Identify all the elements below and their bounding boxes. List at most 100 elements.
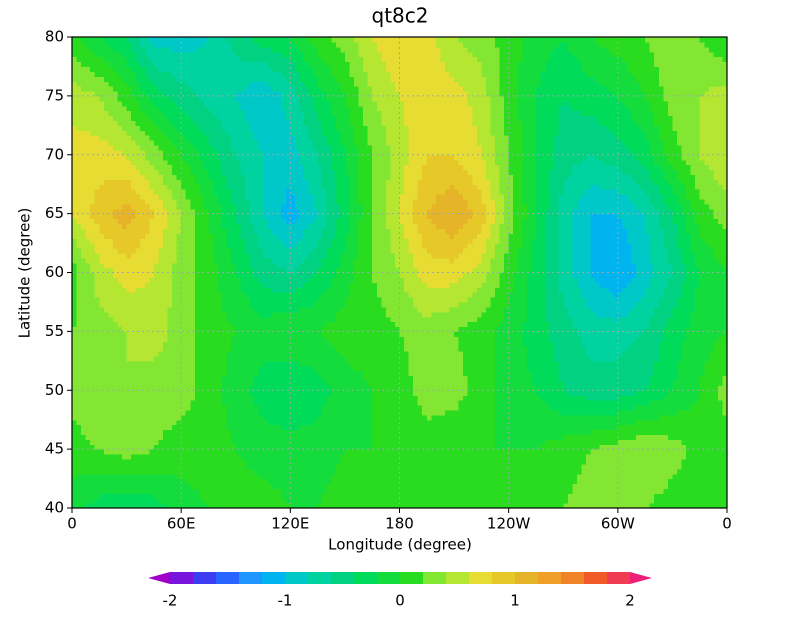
contour-cell (181, 385, 187, 391)
contour-cell (476, 488, 482, 494)
contour-cell (149, 360, 155, 367)
contour-cell (467, 439, 473, 445)
contour-cell (713, 498, 719, 504)
contour-cell (85, 429, 91, 436)
contour-cell (367, 419, 373, 426)
contour-cell (285, 346, 291, 352)
contour-cell (226, 395, 232, 401)
contour-cell (281, 434, 287, 440)
contour-cell (72, 488, 78, 494)
contour-cell (699, 493, 705, 499)
contour-cell (613, 439, 619, 445)
contour-cell (126, 346, 132, 352)
contour-cell (681, 468, 687, 475)
contour-cell (585, 346, 592, 352)
contour-cell (72, 385, 78, 391)
contour-cell (72, 380, 78, 386)
contour-cell (249, 439, 255, 445)
contour-cell (422, 503, 428, 509)
contour-cell (313, 375, 319, 382)
contour-cell (513, 395, 519, 401)
contour-cell (253, 414, 260, 421)
contour-cell (467, 463, 473, 470)
contour-cell (681, 483, 687, 489)
contour-cell (322, 346, 328, 352)
contour-cell (181, 365, 187, 372)
contour-cell (390, 488, 396, 494)
contour-cell (658, 439, 664, 445)
contour-cell (181, 483, 187, 489)
contour-cell (576, 414, 583, 421)
contour-cell (372, 483, 378, 489)
contour-cell (540, 424, 546, 431)
contour-cell (203, 483, 210, 489)
contour-cell (613, 473, 619, 480)
contour-cell (526, 370, 533, 377)
contour-cell (140, 503, 146, 509)
contour-cell (190, 346, 196, 352)
contour-cell (99, 463, 105, 470)
contour-cell (704, 493, 710, 499)
contour-cell (531, 404, 537, 411)
contour-cell (654, 414, 660, 421)
contour-cell (595, 395, 601, 401)
contour-cell (435, 404, 442, 411)
contour-cell (372, 331, 378, 337)
contour-cell (476, 424, 482, 431)
contour-cell (281, 370, 287, 377)
contour-cell (235, 434, 241, 440)
contour-cell (208, 336, 214, 342)
contour-cell (253, 434, 260, 440)
contour-cell (504, 458, 510, 465)
contour-cell (390, 390, 396, 396)
contour-cell (376, 458, 382, 465)
contour-cell (649, 351, 655, 357)
contour-cell (340, 473, 346, 480)
contour-cell (595, 454, 601, 460)
contour-cell (435, 493, 442, 499)
contour-cell (467, 341, 473, 347)
contour-cell (422, 483, 428, 489)
contour-cell (235, 468, 241, 475)
contour-cell (595, 419, 601, 426)
contour-cell (181, 444, 187, 450)
contour-cell (467, 365, 473, 372)
contour-cell (372, 360, 378, 367)
contour-cell (476, 400, 482, 406)
contour-cell (90, 341, 96, 347)
contour-cell (595, 444, 601, 450)
contour-cell (508, 351, 514, 357)
contour-cell (613, 409, 619, 416)
contour-cell (367, 498, 373, 504)
contour-cell (72, 498, 78, 504)
contour-cell (449, 503, 455, 509)
contour-cell (344, 439, 351, 445)
contour-cell (185, 351, 191, 357)
contour-cell (581, 439, 587, 445)
contour-cell (258, 444, 264, 450)
contour-cell (131, 341, 137, 347)
contour-cell (608, 365, 614, 372)
contour-cell (217, 488, 223, 494)
contour-cell (540, 331, 546, 337)
contour-cell (94, 439, 100, 445)
contour-cell (176, 375, 182, 382)
contour-cell (513, 365, 519, 372)
contour-cell (572, 493, 578, 499)
contour-cell (194, 409, 200, 416)
contour-cell (85, 444, 91, 450)
contour-cell (372, 346, 378, 352)
contour-cell (690, 400, 696, 406)
contour-cell (285, 434, 291, 440)
contour-cell (303, 493, 310, 499)
contour-cell (626, 400, 633, 406)
contour-cell (103, 404, 109, 411)
contour-cell (444, 404, 451, 411)
contour-cell (617, 463, 623, 470)
contour-cell (394, 370, 401, 377)
contour-cell (185, 458, 191, 465)
contour-cell (567, 331, 573, 337)
contour-cell (117, 360, 123, 367)
contour-cell (90, 409, 96, 416)
contour-cell (681, 419, 687, 426)
